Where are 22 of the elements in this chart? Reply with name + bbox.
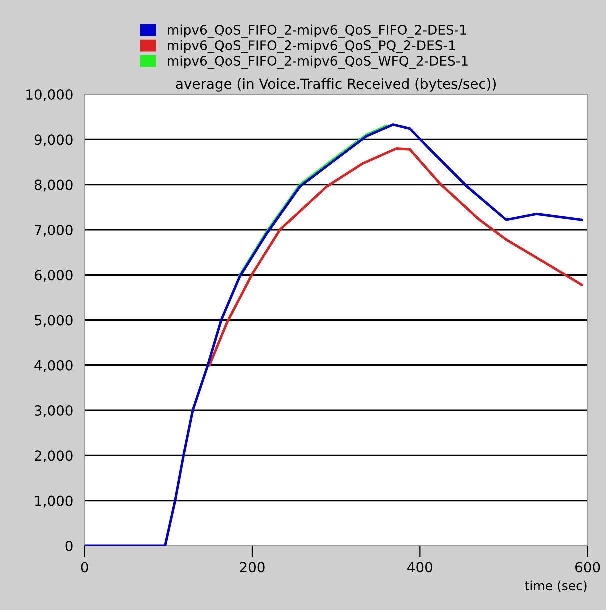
line-series — [208, 147, 584, 367]
y-tick-label: 6,000 — [34, 270, 73, 282]
y-tick-label: 2,000 — [34, 450, 73, 463]
legend-label: mipv6_QoS_FIFO_2-mipv6_QoS_WFQ_2-DES-1 — [168, 56, 468, 69]
y-tick-label: 5,000 — [35, 315, 73, 328]
y-tick-label: 10,000 — [26, 90, 73, 102]
y-tick-label: 3,000 — [35, 406, 73, 418]
legend-label: mipv6_QoS_FIFO_2-mipv6_QoS_PQ_2-DES-1 — [168, 40, 456, 54]
x-tick-label: 600 — [576, 562, 600, 573]
y-tick-label: 4,000 — [34, 360, 73, 372]
y-tick-label: 7,000 — [35, 224, 73, 237]
x-tick-label: 200 — [240, 562, 265, 573]
chart-title: average (in Voice.Traffic Received (bytes/sec)) — [176, 78, 496, 92]
x-axis-title: time (sec) — [525, 580, 587, 592]
y-tick-label: 1,000 — [35, 496, 73, 508]
y-tick-label: 9,000 — [34, 134, 73, 147]
legend-label: mipv6_QoS_FIFO_2-mipv6_QoS_FIFO_2-DES-1 — [168, 24, 466, 38]
x-tick-label: 0 — [81, 562, 88, 573]
y-tick-label: 8,000 — [34, 180, 73, 192]
y-tick-label: 0 — [66, 540, 73, 552]
line-series — [84, 124, 584, 546]
x-tick-label: 400 — [408, 562, 432, 573]
